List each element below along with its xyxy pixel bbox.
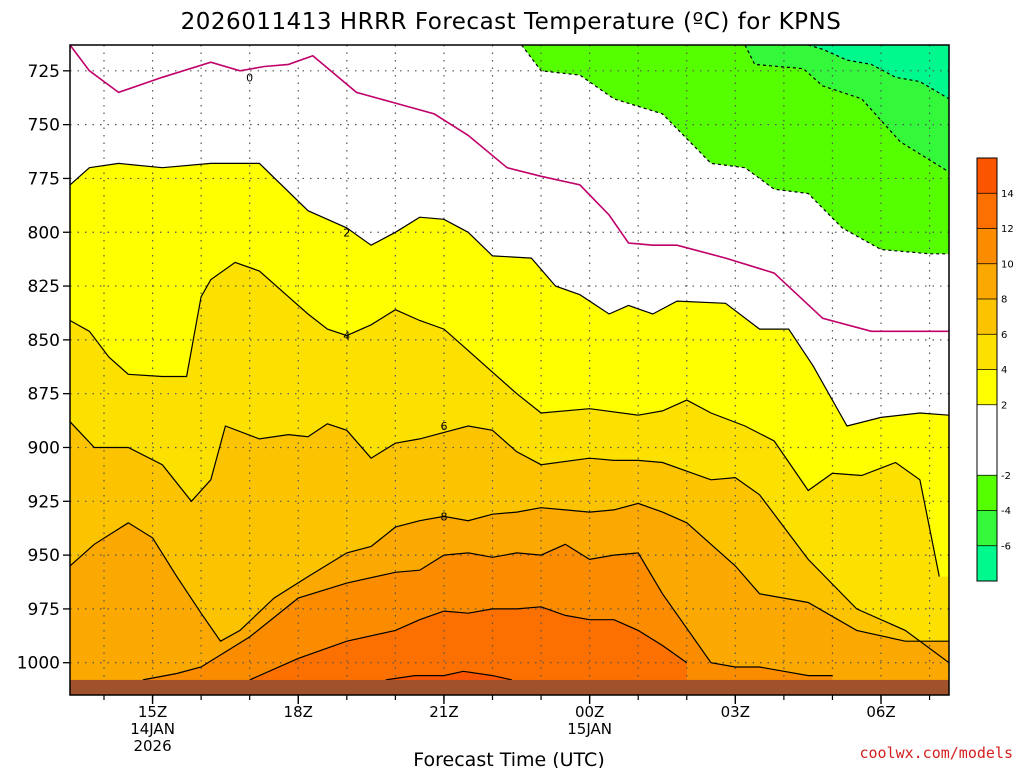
colorbar-band--8 (977, 545, 997, 581)
colorbar-band--2 (977, 440, 997, 476)
contour-label-layer: 0 2 4 6 8 (246, 71, 447, 523)
y-tick-label-900: 900 (28, 438, 60, 458)
site-credit: coolwx.com/models (859, 744, 1013, 762)
colorbar-tick-label-12: 12 (1001, 224, 1014, 235)
colorbar-band-6 (977, 299, 997, 335)
x-tick-label-1-0: 15Z (138, 703, 167, 721)
x-axis-label: Forecast Time (UTC) (413, 749, 604, 768)
colorbar-tick-label-14: 14 (1001, 189, 1014, 200)
plot-frame (69, 44, 950, 696)
y-tick-label-825: 825 (28, 277, 60, 297)
plot-area (70, 45, 949, 695)
isotherm-line-12 (249, 606, 688, 681)
x-tick-label-16-0: 06Z (866, 703, 895, 721)
y-tick-label-775: 775 (28, 169, 60, 189)
isotherm-line-10 (142, 543, 833, 681)
y-tick-label-850: 850 (28, 331, 60, 351)
colorbar-tick-label--6: -6 (1001, 541, 1011, 552)
x-tick-label-7-0: 21Z (429, 703, 458, 721)
contour-label-2: 2 (343, 226, 350, 239)
colorbar-band--6 (977, 510, 997, 546)
isotherm-layer (70, 45, 949, 681)
colorbar-band-2 (977, 369, 997, 405)
isotherm-line-8 (70, 502, 949, 642)
colorbar-tick-label--4: -4 (1001, 506, 1011, 517)
y-tick-label-1000: 1000 (17, 654, 60, 674)
colorbar-tick-label-6: 6 (1001, 330, 1007, 341)
isotherm-line--6 (808, 45, 949, 100)
isotherm-line-0 (70, 45, 949, 333)
colorbar-band-10 (977, 228, 997, 264)
colorbar-tick-label--2: -2 (1001, 471, 1011, 482)
isotherm-line-6 (70, 421, 949, 664)
x-tick-label-10-0: 00Z (575, 703, 604, 721)
isotherm-line-14 (385, 670, 513, 681)
contour-label-6: 6 (440, 420, 447, 433)
fill-band--2 (521, 45, 949, 254)
x-tick-label-1-1: 14JAN (130, 720, 175, 738)
y-tick-label-875: 875 (28, 385, 60, 405)
contour-label-0: 0 (246, 71, 253, 84)
y-tick-label-975: 975 (28, 600, 60, 620)
isotherm-line--4 (744, 45, 949, 173)
ground-surface (70, 679, 949, 695)
colorbar-tick-label-4: 4 (1001, 365, 1007, 376)
ground-layer (70, 679, 949, 695)
fill-band-12 (249, 606, 687, 695)
temperature-fill-layer (70, 45, 949, 695)
contour-label-4: 4 (343, 330, 350, 343)
isotherm-line-2 (70, 162, 949, 427)
colorbar-tick-label-10: 10 (1001, 259, 1014, 270)
x-tick-label-1-2: 2026 (133, 737, 171, 755)
colorbar-band-14 (977, 158, 997, 194)
colorbar-band--4 (977, 475, 997, 511)
x-tick-label-4-0: 18Z (284, 703, 313, 721)
y-tick-label-750: 750 (28, 116, 60, 136)
y-tick-label-800: 800 (28, 223, 60, 243)
x-tick-label-13-0: 03Z (721, 703, 750, 721)
colorbar-tick-label-2: 2 (1001, 400, 1007, 411)
chart-title: 2026011413 HRRR Forecast Temperature (ºC… (181, 9, 842, 35)
colorbar-band-0 (977, 404, 997, 440)
contour-label-8: 8 (440, 510, 447, 523)
colorbar: 14 12 10 8 6 4 2 -2 -4 -6 (976, 157, 1014, 582)
colorbar-band-8 (977, 263, 997, 299)
y-tick-label-725: 725 (28, 62, 60, 82)
colorbar-tick-label-8: 8 (1001, 295, 1007, 306)
y-tick-label-925: 925 (28, 492, 60, 512)
y-axis: 725 750 775 800 825 850 875 900 925 950 975 1000 (17, 62, 70, 674)
colorbar-band-12 (977, 193, 997, 229)
colorbar-band-4 (977, 334, 997, 370)
y-tick-label-950: 950 (28, 546, 60, 566)
isotherm-line-4 (70, 261, 940, 577)
x-tick-label-10-1: 15JAN (567, 720, 612, 738)
